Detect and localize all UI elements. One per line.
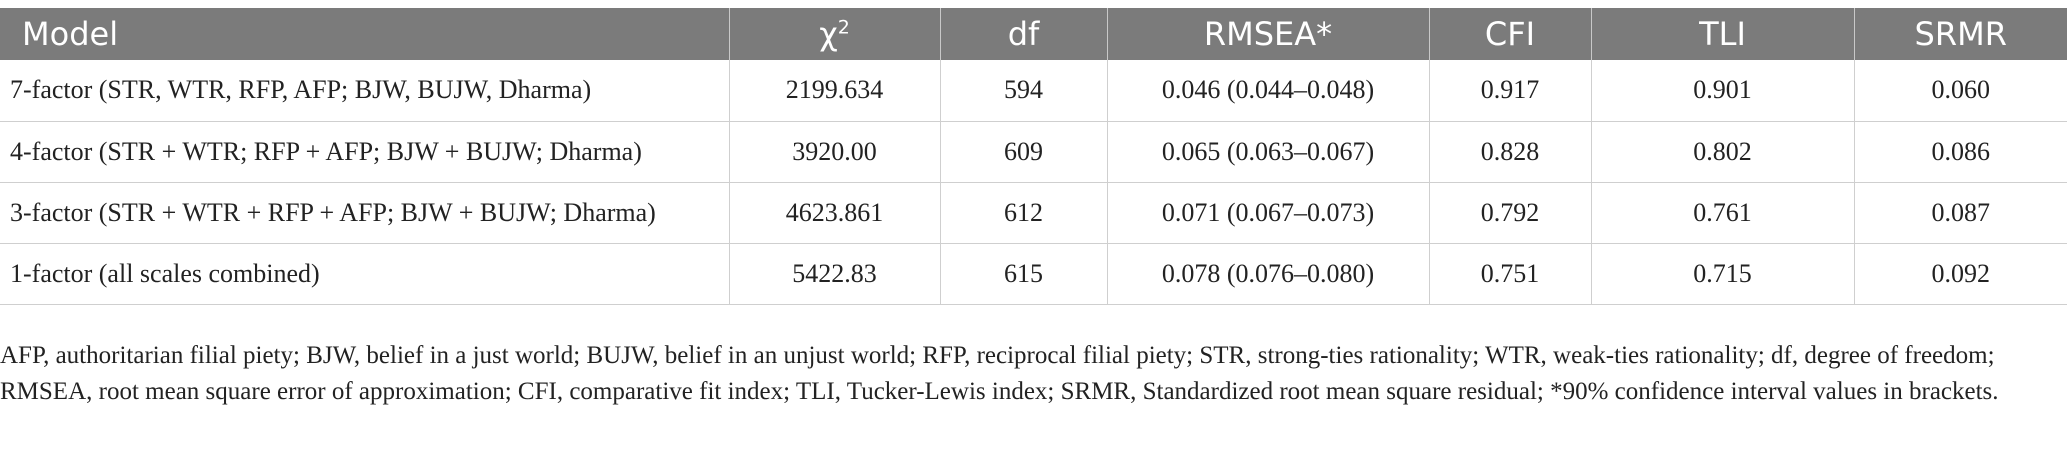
header-chi-square: χ2: [729, 8, 941, 60]
cell-chi-square: 4623.861: [729, 182, 941, 243]
header-df: df: [940, 8, 1108, 60]
table-footnote: AFP, authoritarian filial piety; BJW, be…: [0, 342, 1999, 405]
table-body: 7-factor (STR, WTR, RFP, AFP; BJW, BUJW,…: [0, 60, 2067, 304]
cell-rmsea: 0.071 (0.067–0.073): [1107, 182, 1430, 243]
cell-tli: 0.761: [1591, 182, 1855, 243]
header-chi-symbol: χ: [819, 15, 838, 53]
cell-model: 3-factor (STR + WTR + RFP + AFP; BJW + B…: [0, 182, 730, 243]
header-rmsea: RMSEA*: [1107, 8, 1430, 60]
cell-model: 7-factor (STR, WTR, RFP, AFP; BJW, BUJW,…: [0, 60, 730, 121]
cell-df: 594: [940, 60, 1108, 121]
cell-srmr: 0.060: [1931, 75, 1991, 105]
cell-model: 1-factor (all scales combined): [0, 243, 730, 304]
cell-tli: 0.901: [1591, 60, 1855, 121]
table-row: 1-factor (all scales combined) 5422.83 6…: [0, 243, 2067, 304]
cell-df: 612: [940, 182, 1108, 243]
cell-df: 609: [940, 121, 1108, 182]
header-srmr: SRMR: [1914, 15, 2007, 53]
cell-cfi: 0.828: [1429, 121, 1592, 182]
cell-df: 615: [940, 243, 1108, 304]
cell-tli: 0.802: [1591, 121, 1855, 182]
table-header: Model χ2 df RMSEA* CFI TLI SRMR: [0, 8, 2067, 60]
cell-tli: 0.715: [1591, 243, 1855, 304]
fit-indices-table: Model χ2 df RMSEA* CFI TLI SRMR 7-factor…: [0, 8, 2067, 305]
cell-chi-square: 5422.83: [729, 243, 941, 304]
table-row: 4-factor (STR + WTR; RFP + AFP; BJW + BU…: [0, 121, 2067, 182]
header-cfi: CFI: [1429, 8, 1592, 60]
cell-srmr: 0.087: [1931, 197, 1991, 227]
cell-rmsea: 0.078 (0.076–0.080): [1107, 243, 1430, 304]
header-model: Model: [0, 8, 730, 60]
table-row: 3-factor (STR + WTR + RFP + AFP; BJW + B…: [0, 182, 2067, 243]
header-row: Model χ2 df RMSEA* CFI TLI SRMR: [0, 8, 2067, 60]
cell-srmr: 0.092: [1931, 258, 1991, 288]
cell-cfi: 0.792: [1429, 182, 1592, 243]
cell-rmsea: 0.065 (0.063–0.067): [1107, 121, 1430, 182]
cell-cfi: 0.917: [1429, 60, 1592, 121]
fit-indices-table-wrapper: Model χ2 df RMSEA* CFI TLI SRMR 7-factor…: [0, 8, 2067, 305]
table-row: 7-factor (STR, WTR, RFP, AFP; BJW, BUJW,…: [0, 60, 2067, 121]
cell-rmsea: 0.046 (0.044–0.048): [1107, 60, 1430, 121]
cell-chi-square: 2199.634: [729, 60, 941, 121]
cell-srmr: 0.086: [1931, 136, 1991, 166]
cell-model: 4-factor (STR + WTR; RFP + AFP; BJW + BU…: [0, 121, 730, 182]
cell-cfi: 0.751: [1429, 243, 1592, 304]
cell-chi-square: 3920.00: [729, 121, 941, 182]
header-chi-superscript: 2: [837, 16, 850, 39]
header-tli: TLI: [1591, 8, 1855, 60]
